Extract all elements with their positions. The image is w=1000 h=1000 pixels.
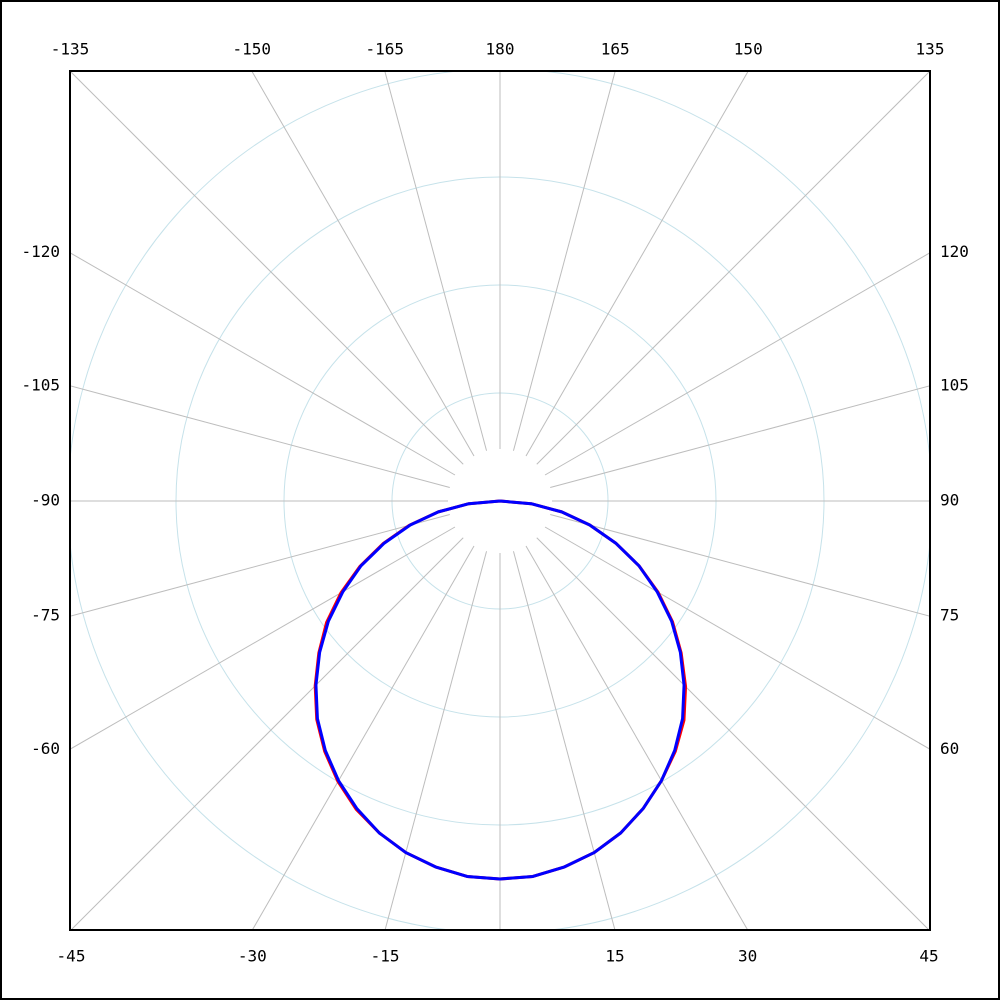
spoke: [70, 526, 456, 750]
angle-label: 120: [940, 242, 969, 261]
spoke: [550, 385, 930, 489]
angle-label: 105: [940, 375, 969, 394]
angle-label: -75: [31, 606, 60, 625]
spoke: [512, 551, 616, 930]
spoke: [536, 71, 930, 465]
plot-border: [69, 70, 931, 931]
spoke: [550, 513, 930, 617]
angle-label: -15: [371, 947, 400, 966]
angle-label: -165: [366, 40, 405, 59]
spoke: [525, 545, 749, 930]
spoke: [525, 71, 749, 457]
spoke: [70, 513, 450, 617]
angle-label: 30: [738, 947, 757, 966]
angle-label: 165: [601, 40, 630, 59]
spoke: [70, 385, 450, 489]
angle-label: -120: [21, 242, 60, 261]
angle-label: 75: [940, 606, 959, 625]
spoke: [544, 252, 930, 476]
angle-label: -45: [57, 947, 86, 966]
angle-labels: -135 -150 -165 180 165 150 135 -120 -105 -90 -75 -6…: [21, 40, 968, 966]
angle-label: -30: [238, 947, 267, 966]
angle-label: 15: [605, 947, 624, 966]
spoke: [512, 71, 616, 451]
spoke: [536, 537, 930, 930]
spoke: [384, 71, 488, 451]
angle-label: 45: [919, 947, 938, 966]
angle-label: -90: [31, 491, 60, 510]
angle-label: 60: [940, 739, 959, 758]
series-line: [314, 499, 686, 881]
angle-label: -150: [232, 40, 271, 59]
grid: [70, 71, 930, 930]
spoke: [251, 71, 475, 457]
spoke: [70, 71, 464, 465]
angle-label: 90: [940, 491, 959, 510]
plot-area: [313, 499, 688, 881]
spoke: [251, 545, 475, 930]
spoke: [70, 537, 464, 930]
angle-label: -60: [31, 739, 60, 758]
angle-label: -135: [51, 40, 90, 59]
spoke: [70, 252, 456, 476]
spoke: [384, 551, 488, 930]
spoke: [544, 526, 930, 750]
angle-label: 135: [916, 40, 945, 59]
angle-label: -105: [21, 375, 60, 394]
angle-label: 180: [486, 40, 515, 59]
angle-label: 150: [734, 40, 763, 59]
